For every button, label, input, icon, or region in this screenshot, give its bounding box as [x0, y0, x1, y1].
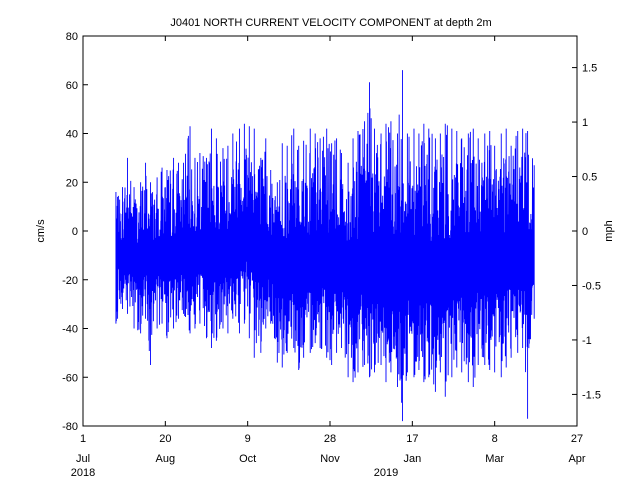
y-tick-label: 40: [66, 129, 78, 141]
x-tick-label: 28: [324, 433, 336, 445]
y-axis-right: -1.5 -1 -0.5 0 0.5 1 1.5: [572, 63, 601, 401]
x-month-label: Mar: [485, 453, 504, 465]
x-year-label: 2019: [374, 467, 398, 479]
x-month-label: Aug: [156, 453, 176, 465]
y2-tick-label: -1: [582, 335, 592, 347]
y-tick-label: 60: [66, 80, 78, 92]
x-month-label: Apr: [568, 453, 585, 465]
x-month-label: Jul: [76, 453, 90, 465]
x-month-label: Jan: [403, 453, 421, 465]
y2-tick-label: 1.5: [582, 63, 597, 75]
y2-tick-label: 0: [582, 226, 588, 238]
x-month-label: Oct: [239, 453, 256, 465]
y-tick-label: -60: [62, 372, 78, 384]
y-axis-label-right: mph: [603, 220, 615, 241]
y-tick-label: -40: [62, 324, 78, 336]
y2-tick-label: -1.5: [582, 389, 601, 401]
y-tick-label: 80: [66, 31, 78, 43]
plot-area: [115, 70, 535, 422]
y-axis-label-left: cm/s: [35, 219, 47, 243]
x-tick-label: 8: [492, 433, 498, 445]
y2-tick-label: 1: [582, 117, 588, 129]
chart-title: J0401 NORTH CURRENT VELOCITY COMPONENT a…: [170, 17, 491, 29]
y-tick-label: 20: [66, 177, 78, 189]
x-tick-label: 9: [245, 433, 251, 445]
y-tick-label: -80: [62, 421, 78, 433]
series-north-velocity: [115, 70, 535, 422]
x-tick-label: 1: [80, 433, 86, 445]
x-month-label: Nov: [320, 453, 340, 465]
x-tick-label: 27: [571, 433, 583, 445]
y2-tick-label: -0.5: [582, 280, 601, 292]
y-axis-left: -80 -60 -40 -20 0 20 40 60 80: [62, 31, 88, 433]
x-year-label: 2018: [71, 467, 95, 479]
x-tick-label: 17: [406, 433, 418, 445]
y2-tick-label: 0.5: [582, 172, 597, 184]
y-tick-label: -20: [62, 275, 78, 287]
x-axis: 1 Jul 20 Aug 9 Oct 28 Nov 17 Jan 8 Mar 27 Apr 2018 2019: [71, 36, 586, 479]
x-tick-label: 20: [159, 433, 171, 445]
y-tick-label: 0: [72, 226, 78, 238]
